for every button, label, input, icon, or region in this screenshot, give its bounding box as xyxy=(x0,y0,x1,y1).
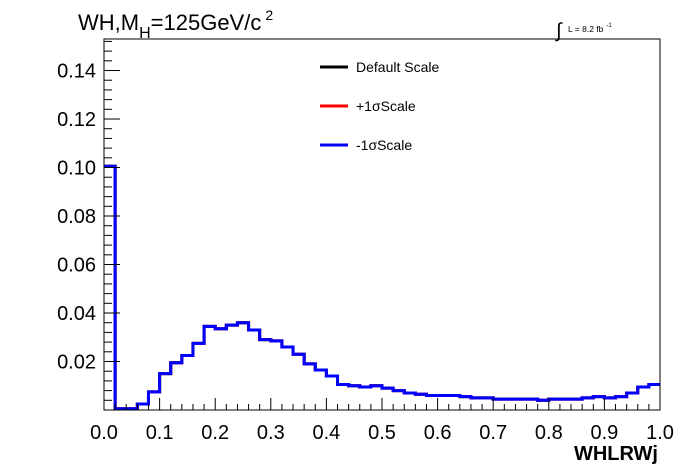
title-mass: =125GeV/c xyxy=(151,10,262,35)
x-tick-label: 0.9 xyxy=(590,422,618,444)
luminosity-integral: ∫ xyxy=(555,20,563,42)
y-tick-label: 0.10 xyxy=(57,158,96,180)
title-superscript: 2 xyxy=(265,7,273,23)
legend: Default Scale +1σScale -1σScale xyxy=(320,59,439,153)
series-line-1 xyxy=(104,164,660,411)
x-tick-label: 0.3 xyxy=(257,422,285,444)
x-tick-label: 0.5 xyxy=(368,422,396,444)
series-line-0 xyxy=(104,164,660,411)
x-tick-label: 0.2 xyxy=(201,422,229,444)
y-tick-label: 0.02 xyxy=(57,352,96,374)
title-subscript: H xyxy=(139,25,151,42)
x-tick-label: 1.0 xyxy=(646,422,674,444)
series-group xyxy=(104,164,660,411)
chart-title: WH,MH=125GeV/c 2 xyxy=(78,7,273,42)
y-tick-label: 0.06 xyxy=(57,255,96,277)
x-tick-label: 0.4 xyxy=(312,422,340,444)
luminosity-label: L = 8.2 fb -1 xyxy=(568,23,612,34)
x-axis: 0.0 0.1 0.2 0.3 0.4 0.5 0.6 0.7 0.8 0.9 1.0 xyxy=(90,398,674,444)
x-tick-label: 0.7 xyxy=(479,422,507,444)
legend-label-default: Default Scale xyxy=(356,59,439,75)
y-tick-label: 0.08 xyxy=(57,206,96,228)
legend-label-minus1sigma: -1σScale xyxy=(356,137,412,153)
x-tick-label: 0.8 xyxy=(535,422,563,444)
y-tick-label: 0.04 xyxy=(57,303,96,325)
luminosity-superscript: -1 xyxy=(606,23,612,29)
y-tick-label: 0.12 xyxy=(57,109,96,131)
x-tick-label: 0.0 xyxy=(90,422,118,444)
x-tick-label: 0.6 xyxy=(424,422,452,444)
y-axis: 0.02 0.04 0.06 0.08 0.10 0.12 0.14 xyxy=(57,40,120,401)
y-tick-label: 0.14 xyxy=(57,61,96,83)
title-process: WH,M xyxy=(78,10,139,35)
x-axis-title: WHLRWj xyxy=(574,443,658,465)
series-line-2 xyxy=(104,164,660,411)
x-tick-label: 0.1 xyxy=(146,422,174,444)
legend-label-plus1sigma: +1σScale xyxy=(356,98,416,114)
luminosity-text: L = 8.2 fb xyxy=(568,24,604,34)
